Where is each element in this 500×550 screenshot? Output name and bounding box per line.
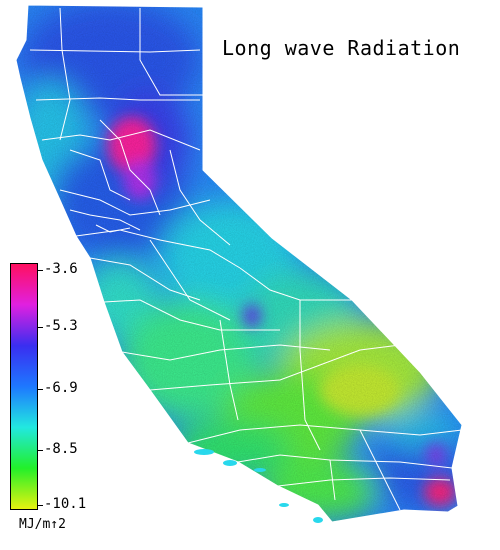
legend-unit: MJ/m↑2 [19, 517, 66, 532]
legend-tick-label: -8.5 [44, 441, 78, 457]
legend-tick-mark [37, 389, 43, 390]
legend-color-bar [10, 263, 38, 510]
legend-tick-mark [37, 270, 43, 271]
legend-tick-mark [37, 327, 43, 328]
legend-tick-mark [37, 505, 43, 506]
map-title: Long wave Radiation [222, 36, 461, 60]
legend-tick-label: -5.3 [44, 318, 78, 334]
legend-tick-mark [37, 450, 43, 451]
legend-tick-label: -10.1 [44, 496, 87, 512]
channel-islands [194, 449, 323, 523]
county-borders [15, 4, 463, 523]
legend-tick-label: -6.9 [44, 380, 78, 396]
legend-tick-label: -3.6 [44, 261, 78, 277]
